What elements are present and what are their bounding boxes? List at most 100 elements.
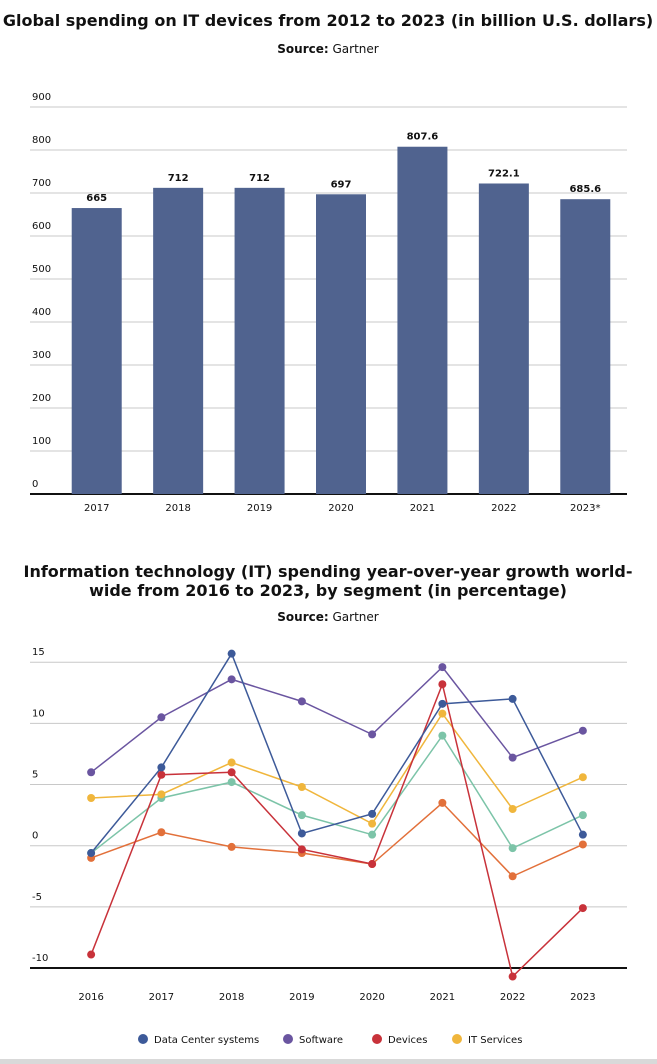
x-tick-label: 2017 xyxy=(149,992,174,1003)
value-label: 807.6 xyxy=(407,132,439,143)
x-tick-label: 2020 xyxy=(328,503,353,514)
x-tick-label: 2021 xyxy=(430,992,455,1003)
point xyxy=(227,758,236,767)
x-tick-label: 2022 xyxy=(491,503,516,514)
bar xyxy=(316,194,366,495)
point xyxy=(508,972,517,981)
point xyxy=(157,828,166,837)
source-name: Gartner xyxy=(333,42,379,56)
legend-label: Devices xyxy=(388,1035,427,1046)
x-tick-label: 2023 xyxy=(570,992,595,1003)
series-line xyxy=(90,734,584,854)
point xyxy=(438,731,447,740)
point xyxy=(297,845,306,854)
legend-marker xyxy=(372,1034,382,1044)
value-label: 665 xyxy=(86,193,107,204)
y-tick-label: 100 xyxy=(32,436,51,447)
point xyxy=(227,778,236,787)
point xyxy=(87,793,96,802)
y-tick-label: 0 xyxy=(32,479,38,490)
point xyxy=(438,699,447,708)
x-tick-label: 2019 xyxy=(289,992,314,1003)
x-tick-label: 2018 xyxy=(165,503,190,514)
bar xyxy=(153,187,204,494)
point xyxy=(508,805,517,813)
chart-title: wide from 2016 to 2023, by segment (in p… xyxy=(89,581,567,600)
point xyxy=(368,819,377,828)
y-tick-label: -5 xyxy=(32,892,42,903)
series-line xyxy=(90,801,584,878)
point xyxy=(508,872,517,881)
legend-label: Software xyxy=(299,1035,343,1046)
chart-source: Source: Gartner xyxy=(277,42,379,56)
source-label: Source: xyxy=(277,42,328,56)
y-tick-label: 200 xyxy=(32,393,51,404)
bottom-bar xyxy=(0,1059,657,1064)
point xyxy=(438,680,447,689)
x-tick-label: 2016 xyxy=(78,992,103,1003)
value-label: 685.6 xyxy=(569,184,601,195)
y-tick-label: 10 xyxy=(32,708,45,719)
series-line xyxy=(90,651,584,854)
point xyxy=(578,773,587,782)
point xyxy=(438,709,447,718)
point xyxy=(368,830,377,839)
x-tick-label: 2023* xyxy=(570,503,600,514)
legend-marker xyxy=(283,1034,293,1044)
x-tick-label: 2020 xyxy=(359,992,384,1003)
point xyxy=(368,809,377,818)
value-label: 712 xyxy=(168,173,189,184)
y-tick-label: 700 xyxy=(32,178,51,189)
y-tick-label: 500 xyxy=(32,264,51,275)
point xyxy=(87,768,96,777)
series-line xyxy=(90,666,584,773)
point xyxy=(87,849,96,858)
point xyxy=(227,768,236,777)
x-tick-label: 2022 xyxy=(500,992,525,1003)
value-label: 697 xyxy=(331,179,352,190)
bar xyxy=(234,187,285,494)
legend-marker xyxy=(452,1034,462,1044)
point xyxy=(508,694,517,703)
y-tick-label: 5 xyxy=(32,770,38,781)
point xyxy=(578,726,587,735)
point xyxy=(297,811,306,820)
point xyxy=(297,829,306,838)
x-tick-label: 2019 xyxy=(247,503,272,514)
y-tick-label: 900 xyxy=(32,92,51,103)
point xyxy=(157,790,166,799)
point xyxy=(578,830,587,839)
bar xyxy=(560,199,611,494)
y-tick-label: 15 xyxy=(32,647,45,658)
legend-label: Data Center systems xyxy=(154,1035,259,1046)
legend-marker xyxy=(138,1034,148,1044)
point xyxy=(578,840,587,849)
value-label: 712 xyxy=(249,173,270,184)
point xyxy=(508,753,517,762)
point xyxy=(297,782,306,791)
point xyxy=(508,844,517,853)
point xyxy=(578,904,587,913)
value-label: 722.1 xyxy=(488,168,520,179)
bar xyxy=(478,183,529,494)
point xyxy=(157,770,166,779)
point xyxy=(368,860,377,869)
bar xyxy=(71,208,122,495)
chart-source: Source: Gartner xyxy=(277,610,379,624)
point xyxy=(227,649,236,658)
source-name: Gartner xyxy=(333,610,379,624)
chart-title: Global spending on IT devices from 2012 … xyxy=(3,11,653,30)
y-tick-label: 300 xyxy=(32,350,51,361)
bar xyxy=(397,146,448,494)
point xyxy=(87,950,96,959)
x-tick-label: 2021 xyxy=(410,503,435,514)
x-tick-label: 2018 xyxy=(219,992,244,1003)
source-label: Source: xyxy=(277,610,328,624)
point xyxy=(578,811,587,820)
y-tick-label: 600 xyxy=(32,221,51,232)
y-tick-label: -10 xyxy=(32,953,48,964)
point xyxy=(227,675,236,684)
series-line xyxy=(90,681,584,979)
point xyxy=(438,798,447,807)
